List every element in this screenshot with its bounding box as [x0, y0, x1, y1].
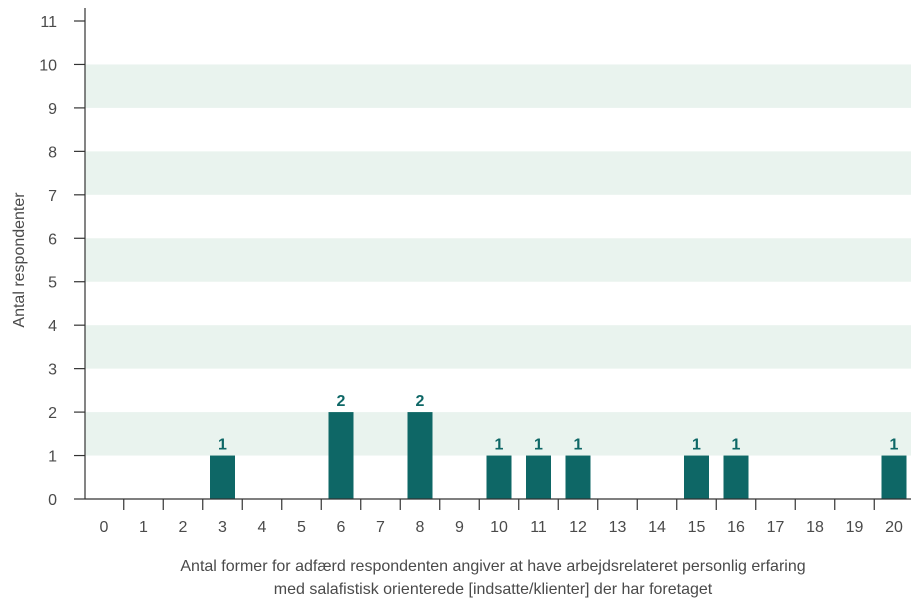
y-tick-label-9: 9 [48, 101, 57, 118]
y-tick-label-11: 11 [40, 14, 57, 31]
bar-12 [565, 455, 591, 499]
data-label-8: 2 [416, 393, 425, 410]
y-tick-label-4: 4 [48, 318, 57, 335]
grid-band [85, 151, 911, 195]
y-axis-title: Antal respondenter [11, 192, 28, 328]
y-tick-label-7: 7 [48, 188, 57, 205]
x-tick-label-8: 8 [416, 519, 425, 536]
x-tick-label-2: 2 [179, 519, 188, 536]
x-tick-label-4: 4 [258, 519, 267, 536]
bar-15 [684, 455, 709, 499]
grid-band [85, 64, 911, 108]
data-labels: 1 2 2 1 1 1 1 1 1 [218, 393, 899, 453]
x-tick-label-18: 18 [806, 519, 824, 536]
x-tick-label-10: 10 [490, 519, 508, 536]
x-tick-label-20: 20 [885, 519, 903, 536]
x-tick-label-0: 0 [100, 519, 109, 536]
grid-bands [85, 64, 911, 456]
x-tick-label-12: 12 [569, 519, 587, 536]
x-tick-label-3: 3 [218, 519, 227, 536]
bar-6 [328, 412, 354, 499]
y-tick-label-8: 8 [48, 144, 57, 161]
data-label-6: 2 [337, 393, 346, 410]
y-tick-label-3: 3 [48, 362, 57, 379]
data-label-15: 1 [692, 437, 701, 454]
x-tick-label-1: 1 [139, 519, 148, 536]
grid-band [85, 238, 911, 282]
bar-10 [486, 455, 512, 499]
axes [74, 8, 911, 510]
y-tick-label-2: 2 [48, 405, 57, 422]
y-tick-label-0: 0 [48, 492, 57, 509]
y-tick-label-6: 6 [48, 231, 57, 248]
grid-band [85, 412, 911, 456]
y-tick-label-10: 10 [39, 57, 57, 74]
y-tick-labels: 0 1 2 3 4 5 6 7 8 9 10 11 [39, 14, 57, 509]
data-label-20: 1 [890, 437, 899, 454]
x-tick-label-19: 19 [846, 519, 864, 536]
x-tick-label-14: 14 [648, 519, 666, 536]
x-tick-label-15: 15 [688, 519, 706, 536]
data-label-3: 1 [218, 437, 227, 454]
x-tick-labels: 0 1 2 3 4 5 6 7 8 9 10 11 12 13 14 15 16 17 18 19 20 [100, 519, 903, 536]
data-label-12: 1 [574, 437, 583, 454]
x-axis-title-line-2: med salafistisk orienterede [indsatte/kl… [274, 581, 713, 598]
data-label-16: 1 [732, 437, 741, 454]
x-tick-label-16: 16 [727, 519, 745, 536]
bar-11 [526, 455, 551, 499]
y-tick-label-5: 5 [48, 275, 57, 292]
x-tick-label-17: 17 [767, 519, 785, 536]
x-tick-label-13: 13 [609, 519, 627, 536]
grid-band [85, 325, 911, 369]
bars [210, 412, 907, 499]
x-axis-title-line-1: Antal former for adfærd respondenten ang… [180, 558, 805, 575]
x-tick-label-5: 5 [297, 519, 306, 536]
bar-16 [723, 455, 749, 499]
data-label-11: 1 [534, 437, 543, 454]
x-tick-label-9: 9 [455, 519, 464, 536]
bar-20 [881, 455, 907, 499]
x-tick-label-6: 6 [337, 519, 346, 536]
x-tick-label-7: 7 [376, 519, 385, 536]
x-tick-label-11: 11 [530, 519, 547, 536]
y-tick-label-1: 1 [48, 449, 57, 466]
bar-3 [210, 455, 235, 499]
data-label-10: 1 [495, 437, 504, 454]
bar-8 [407, 412, 433, 499]
